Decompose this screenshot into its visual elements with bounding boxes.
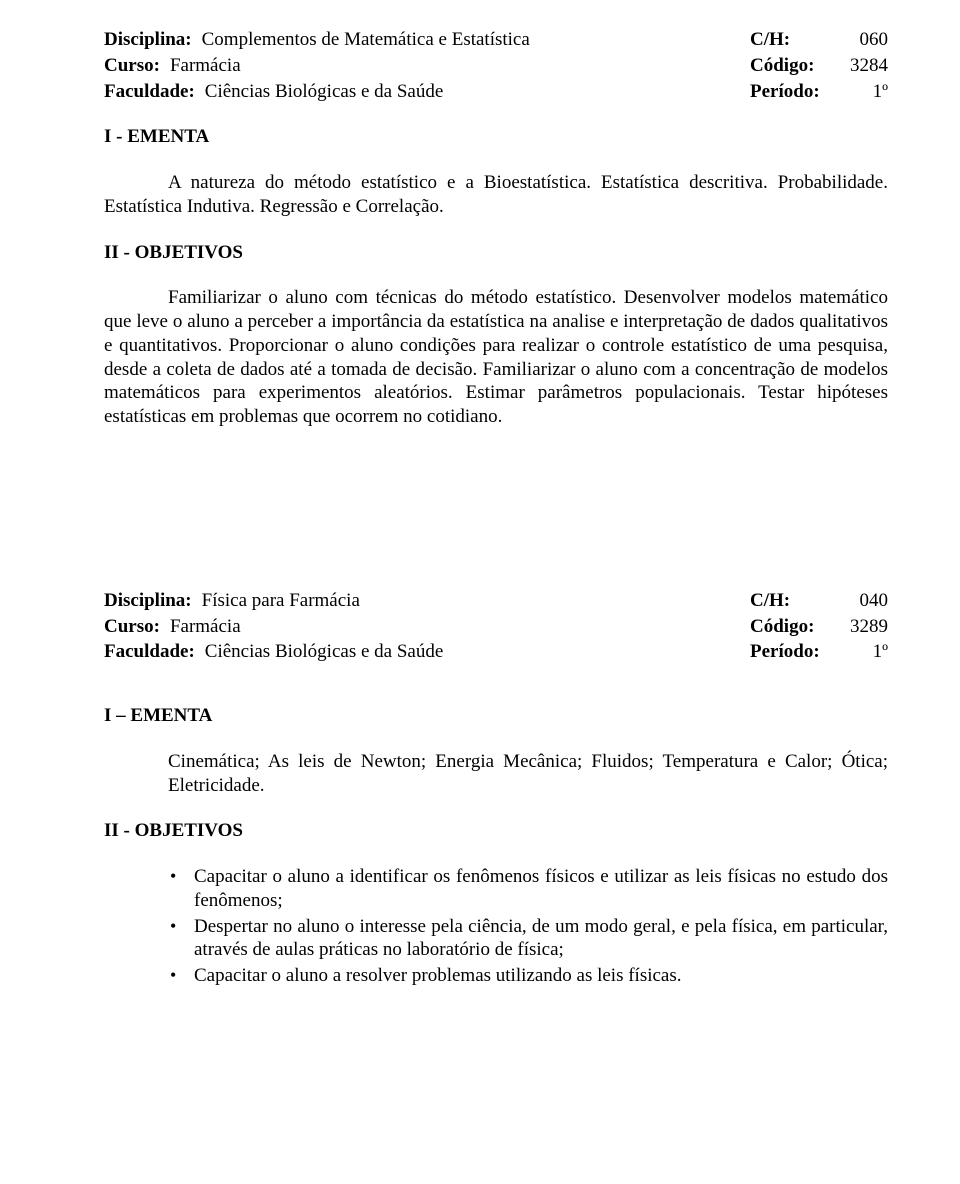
ch-value: 040 — [840, 589, 888, 613]
ch-value: 060 — [840, 28, 888, 52]
header-right: Período: 1º — [750, 80, 888, 104]
codigo-value: 3284 — [840, 54, 888, 78]
header-left: Disciplina: Complementos de Matemática e… — [104, 28, 530, 52]
ementa-title: I - EMENTA — [104, 125, 888, 149]
faculdade-value: Ciências Biológicas e da Saúde — [205, 640, 444, 664]
header-left: Disciplina: Física para Farmácia — [104, 589, 360, 613]
objetivos-title: II - OBJETIVOS — [104, 241, 888, 265]
list-item-text: Capacitar o aluno a resolver problemas u… — [194, 965, 682, 986]
list-item: Capacitar o aluno a identificar os fenôm… — [168, 865, 888, 913]
header-row-faculdade: Faculdade: Ciências Biológicas e da Saúd… — [104, 640, 888, 664]
header-left: Curso: Farmácia — [104, 54, 241, 78]
disciplina-value: Complementos de Matemática e Estatística — [202, 28, 530, 52]
discipline-block-1: Disciplina: Complementos de Matemática e… — [104, 28, 888, 429]
header-left: Faculdade: Ciências Biológicas e da Saúd… — [104, 640, 443, 664]
faculdade-value: Ciências Biológicas e da Saúde — [205, 80, 444, 104]
header-row-curso: Curso: Farmácia Código: 3289 — [104, 615, 888, 639]
list-item: Capacitar o aluno a resolver problemas u… — [168, 964, 888, 988]
header-row-disciplina: Disciplina: Complementos de Matemática e… — [104, 28, 888, 52]
objetivos-text: Familiarizar o aluno com técnicas do mét… — [104, 286, 888, 429]
header-row-disciplina: Disciplina: Física para Farmácia C/H: 04… — [104, 589, 888, 613]
disciplina-label: Disciplina: — [104, 589, 192, 613]
ch-label: C/H: — [750, 28, 830, 52]
disciplina-value: Física para Farmácia — [202, 589, 360, 613]
periodo-value: 1º — [840, 640, 888, 664]
header-left: Faculdade: Ciências Biológicas e da Saúd… — [104, 80, 443, 104]
ch-label: C/H: — [750, 589, 830, 613]
page: Disciplina: Complementos de Matemática e… — [0, 0, 960, 1030]
curso-value: Farmácia — [170, 615, 241, 639]
codigo-value: 3289 — [840, 615, 888, 639]
header-right: Código: 3289 — [750, 615, 888, 639]
curso-value: Farmácia — [170, 54, 241, 78]
ementa-text: Cinemática; As leis de Newton; Energia M… — [168, 750, 888, 798]
periodo-value: 1º — [840, 80, 888, 104]
ementa-text: A natureza do método estatístico e a Bio… — [104, 171, 888, 219]
codigo-label: Código: — [750, 615, 830, 639]
header-right: C/H: 040 — [750, 589, 888, 613]
discipline-block-2: Disciplina: Física para Farmácia C/H: 04… — [104, 589, 888, 988]
header-left: Curso: Farmácia — [104, 615, 241, 639]
list-item: Despertar no aluno o interesse pela ciên… — [168, 915, 888, 963]
periodo-label: Período: — [750, 80, 830, 104]
header-row-curso: Curso: Farmácia Código: 3284 — [104, 54, 888, 78]
ementa-title: I – EMENTA — [104, 704, 888, 728]
faculdade-label: Faculdade: — [104, 80, 195, 104]
periodo-label: Período: — [750, 640, 830, 664]
objectives-list: Capacitar o aluno a identificar os fenôm… — [168, 865, 888, 988]
list-item-text: Despertar no aluno o interesse pela ciên… — [194, 916, 888, 961]
codigo-label: Código: — [750, 54, 830, 78]
list-item-text: Capacitar o aluno a identificar os fenôm… — [194, 866, 888, 911]
header-right: Código: 3284 — [750, 54, 888, 78]
objetivos-title: II - OBJETIVOS — [104, 819, 888, 843]
curso-label: Curso: — [104, 615, 160, 639]
disciplina-label: Disciplina: — [104, 28, 192, 52]
header-right: C/H: 060 — [750, 28, 888, 52]
curso-label: Curso: — [104, 54, 160, 78]
faculdade-label: Faculdade: — [104, 640, 195, 664]
header-row-faculdade: Faculdade: Ciências Biológicas e da Saúd… — [104, 80, 888, 104]
header-right: Período: 1º — [750, 640, 888, 664]
